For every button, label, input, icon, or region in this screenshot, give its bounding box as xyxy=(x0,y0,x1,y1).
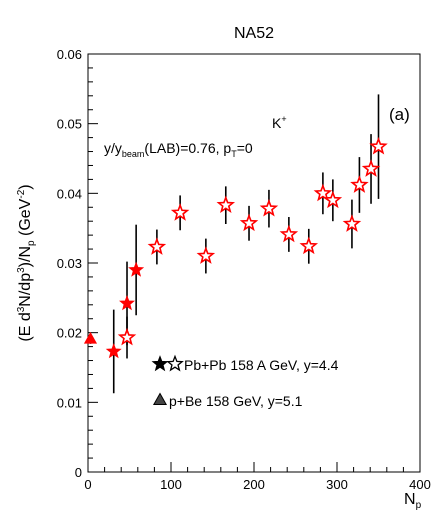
legend-filled-star-icon xyxy=(153,357,167,371)
legend-label-pbpb: Pb+Pb 158 A GeV, y=4.4 xyxy=(184,357,339,373)
axis-ticks: 0 100 200 300 400 0 0.01 0.02 0.03 0.04 0.05 0.06 xyxy=(57,47,431,492)
ylabel-unit-close: ) xyxy=(17,184,34,189)
x-tick-label: 100 xyxy=(160,477,182,492)
xlabel-sub: p xyxy=(416,500,422,511)
ylabel-mid: N/dp xyxy=(17,273,34,307)
y-tick-label: 0 xyxy=(75,465,82,480)
ylabel-lead: (E d xyxy=(17,312,34,341)
open-star-point xyxy=(352,177,366,191)
open-star-point xyxy=(282,227,296,241)
x-tick-label: 400 xyxy=(409,477,431,492)
ylabel-unit-open: (GeV xyxy=(17,198,34,240)
open-star-point xyxy=(173,205,187,219)
kinematics-label: y/ybeam(LAB)=0.76, pT=0 xyxy=(104,140,253,159)
particle-sup: + xyxy=(281,114,286,124)
plot-frame xyxy=(88,54,420,472)
open-star-point xyxy=(345,216,359,230)
particle-label: K+ xyxy=(272,114,287,131)
y-tick-label: 0.02 xyxy=(57,326,82,341)
legend-label-pbe: p+Be 158 GeV, y=5.1 xyxy=(169,393,303,409)
open-star-point xyxy=(326,193,340,207)
open-star-point xyxy=(302,239,316,253)
open-star-point xyxy=(219,198,233,212)
open-star-point xyxy=(242,216,256,230)
x-axis-label: Np xyxy=(404,491,422,511)
x-tick-label: 0 xyxy=(84,477,91,492)
chart-title: NA52 xyxy=(234,25,274,42)
open-star-point xyxy=(364,161,378,175)
y-tick-label: 0.05 xyxy=(57,117,82,132)
x-tick-label: 200 xyxy=(243,477,265,492)
legend: Pb+Pb 158 A GeV, y=4.4 p+Be 158 GeV, y=5… xyxy=(153,357,339,410)
open-star-point xyxy=(120,330,134,344)
y-tick-label: 0.01 xyxy=(57,395,82,410)
y-tick-label: 0.04 xyxy=(57,186,82,201)
x-tick-label: 300 xyxy=(326,477,348,492)
kin-c: =0 xyxy=(237,140,253,156)
legend-triangle-icon xyxy=(154,394,166,405)
open-star-point xyxy=(150,239,164,253)
kin-sub: beam xyxy=(122,149,145,159)
open-star-point xyxy=(371,139,385,153)
panel-label: (a) xyxy=(389,105,410,124)
triangle-point xyxy=(85,333,96,343)
y-axis-label: (E d3N/dp3)/Np (GeV-2) xyxy=(16,184,37,341)
ylabel-close: )/N xyxy=(17,246,34,267)
kin-b: (LAB)=0.76, p xyxy=(144,140,231,156)
kin-a: y/y xyxy=(104,140,122,156)
open-star-point xyxy=(262,201,276,215)
xlabel-main: N xyxy=(404,491,416,508)
legend-open-star-icon xyxy=(168,357,182,371)
y-tick-label: 0.03 xyxy=(57,256,82,271)
data-points xyxy=(85,94,386,393)
y-tick-label: 0.06 xyxy=(57,47,82,62)
open-star-point xyxy=(199,249,213,263)
